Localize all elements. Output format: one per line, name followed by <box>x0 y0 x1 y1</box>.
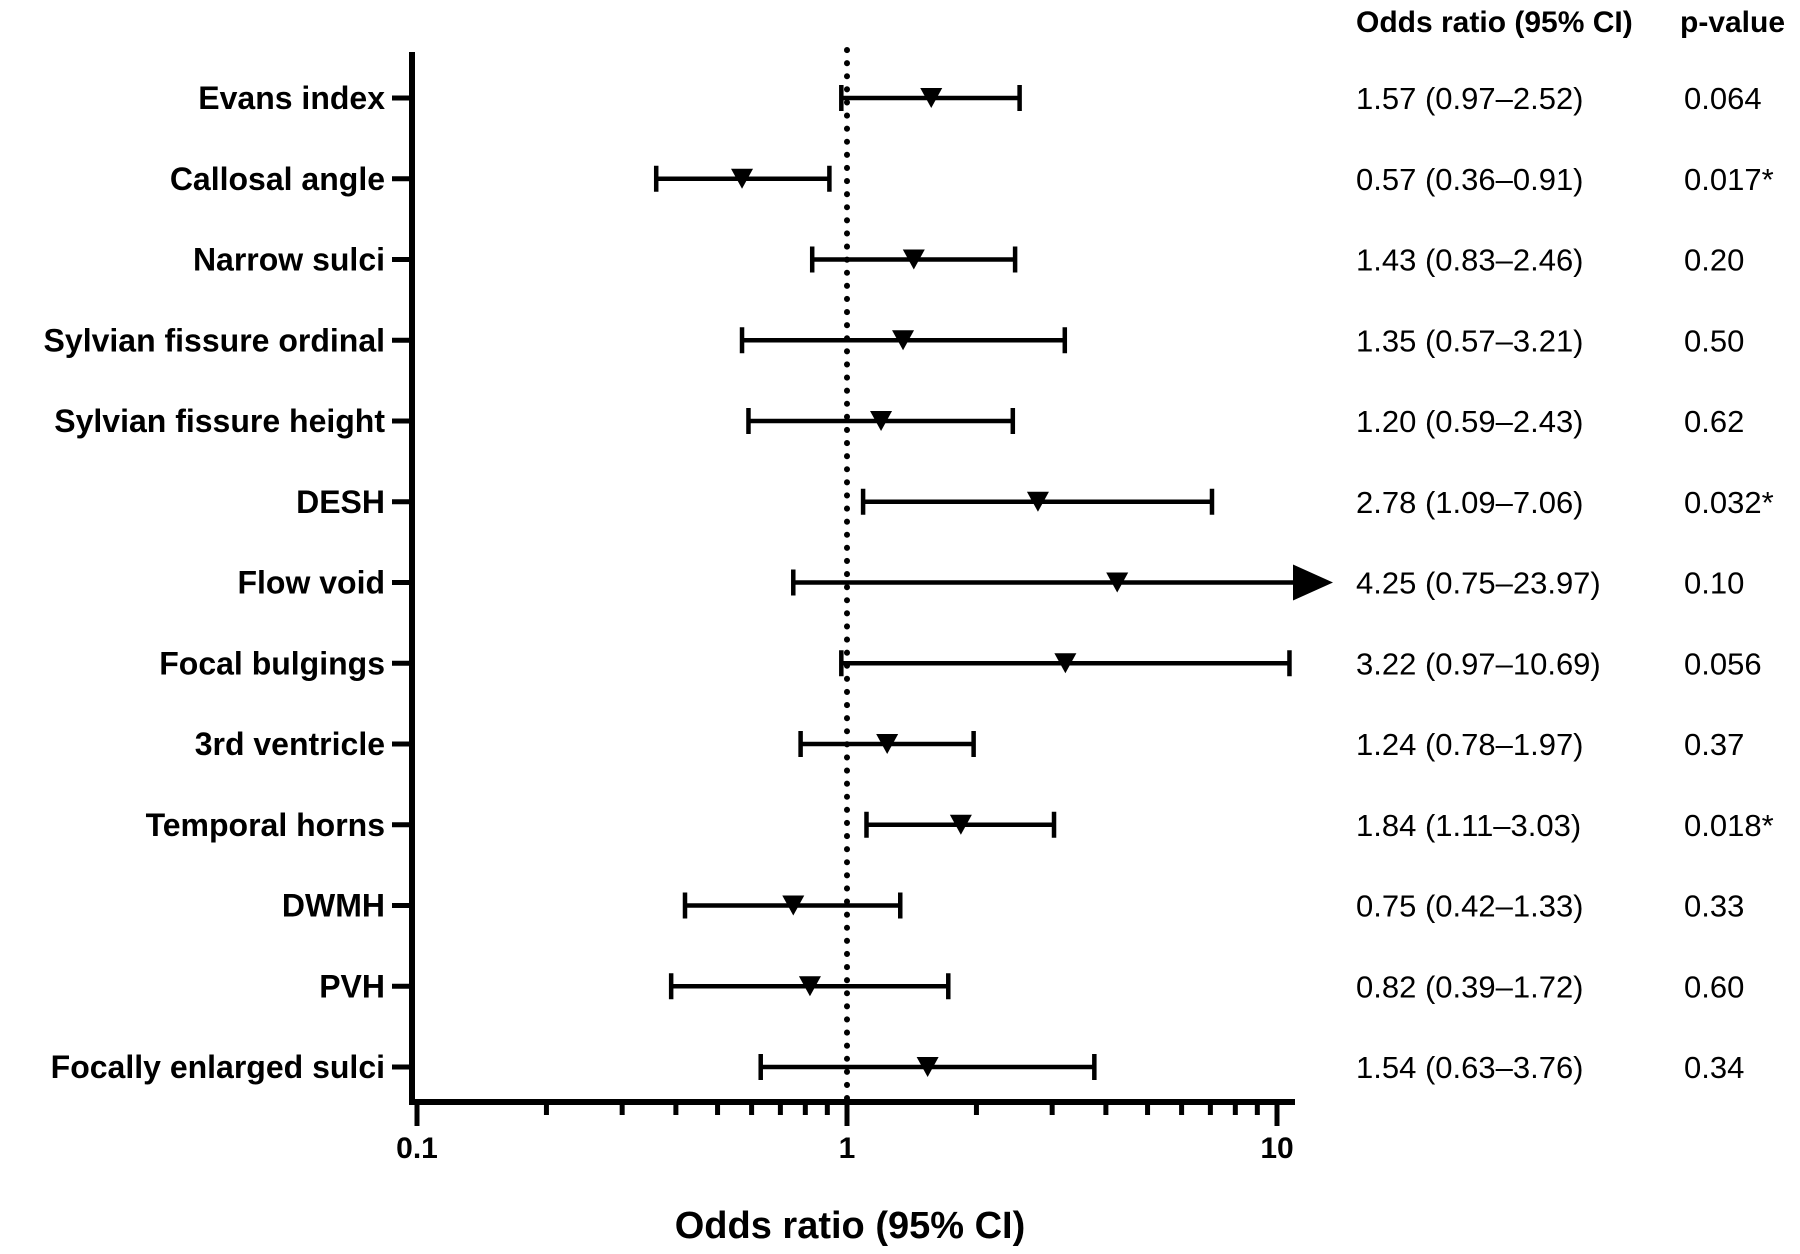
x-axis-title: Odds ratio (95% CI) <box>675 1205 1026 1247</box>
p-value-cell: 0.60 <box>1684 969 1744 1004</box>
p-value-cell: 0.20 <box>1684 243 1744 278</box>
ci-truncation-arrow <box>1293 564 1333 601</box>
row-label: PVH <box>319 968 385 1004</box>
row-label: 3rd ventricle <box>195 726 385 762</box>
forest-row: Narrow sulci <box>193 242 1018 278</box>
row-label: Focal bulgings <box>159 645 385 681</box>
odds-ratio-cell: 1.20 (0.59–2.43) <box>1356 404 1584 439</box>
odds-ratio-cell: 1.24 (0.78–1.97) <box>1356 727 1584 762</box>
row-label: Narrow sulci <box>193 242 385 278</box>
forest-row: DWMH <box>282 888 903 924</box>
point-estimate-marker <box>798 976 821 997</box>
forest-row: DESH <box>296 484 1215 520</box>
results-table: Odds ratio (95% CI) p-value 1.57 (0.97–2… <box>1356 6 1785 1085</box>
forest-row: Sylvian fissure height <box>54 403 1016 439</box>
forest-row: PVH <box>319 968 951 1004</box>
odds-ratio-cell: 0.75 (0.42–1.33) <box>1356 889 1584 924</box>
p-value-cell: 0.018* <box>1684 808 1774 843</box>
p-value-cell: 0.064 <box>1684 81 1762 116</box>
point-estimate-marker <box>782 895 805 916</box>
x-tick-label: 10 <box>1260 1132 1293 1165</box>
p-value-cell: 0.34 <box>1684 1050 1744 1085</box>
odds-ratio-cell: 1.84 (1.11–3.03) <box>1356 808 1581 843</box>
point-estimate-marker <box>902 249 925 270</box>
point-estimate-marker <box>949 814 972 835</box>
row-label: DESH <box>296 484 385 520</box>
forest-row: Callosal angle <box>170 161 832 197</box>
odds-ratio-cell: 0.82 (0.39–1.72) <box>1356 969 1584 1004</box>
odds-ratio-cell: 1.43 (0.83–2.46) <box>1356 243 1584 278</box>
forest-row: Evans index <box>198 80 1022 116</box>
p-value-cell: 0.62 <box>1684 404 1744 439</box>
p-value-cell: 0.032* <box>1684 485 1774 520</box>
odds-ratio-cell: 0.57 (0.36–0.91) <box>1356 162 1584 197</box>
odds-ratio-cell: 4.25 (0.75–23.97) <box>1356 566 1601 601</box>
p-value-cell: 0.017* <box>1684 162 1774 197</box>
point-estimate-marker <box>1054 653 1077 674</box>
point-estimate-marker <box>870 411 893 431</box>
data-rows: Evans index Callosal angle Narrow sulci Syl… <box>44 80 1333 1085</box>
odds-ratio-cell: 1.57 (0.97–2.52) <box>1356 81 1584 116</box>
forest-row: Focally enlarged sulci <box>51 1049 1097 1085</box>
row-label: Evans index <box>198 80 385 116</box>
forest-row: Flow void <box>237 564 1333 601</box>
row-label: Sylvian fissure height <box>54 403 385 439</box>
row-label: Temporal horns <box>146 807 385 843</box>
odds-ratio-cell: 2.78 (1.09–7.06) <box>1356 485 1584 520</box>
forest-row: Focal bulgings <box>159 645 1292 681</box>
point-estimate-marker <box>916 1057 939 1077</box>
point-estimate-marker <box>920 88 943 108</box>
p-value-cell: 0.50 <box>1684 323 1744 358</box>
point-estimate-marker <box>876 734 899 754</box>
p-value-cell: 0.37 <box>1684 727 1744 762</box>
point-estimate-marker <box>1026 491 1049 512</box>
row-label: Focally enlarged sulci <box>51 1049 385 1085</box>
odds-ratio-cell: 1.35 (0.57–3.21) <box>1356 323 1584 358</box>
p-value-cell: 0.056 <box>1684 646 1762 681</box>
forest-row: Temporal horns <box>146 807 1057 843</box>
row-label: Flow void <box>237 565 385 601</box>
plot-axes: 0.1 1 10 <box>396 52 1295 1165</box>
column-header-odds-ratio: Odds ratio (95% CI) <box>1356 6 1633 39</box>
forest-row: 3rd ventricle <box>195 726 976 762</box>
forest-row: Sylvian fissure ordinal <box>44 322 1068 358</box>
point-estimate-marker <box>892 330 915 351</box>
row-label: Sylvian fissure ordinal <box>44 322 385 358</box>
row-label: Callosal angle <box>170 161 385 197</box>
point-estimate-marker <box>731 168 754 189</box>
row-label: DWMH <box>282 888 385 924</box>
odds-ratio-cell: 3.22 (0.97–10.69) <box>1356 646 1601 681</box>
p-value-cell: 0.10 <box>1684 566 1744 601</box>
column-header-p-value: p-value <box>1680 6 1785 39</box>
odds-ratio-cell: 1.54 (0.63–3.76) <box>1356 1050 1584 1085</box>
p-value-cell: 0.33 <box>1684 889 1744 924</box>
x-tick-label: 1 <box>839 1132 856 1165</box>
point-estimate-marker <box>1106 572 1129 593</box>
x-tick-label: 0.1 <box>396 1132 438 1165</box>
